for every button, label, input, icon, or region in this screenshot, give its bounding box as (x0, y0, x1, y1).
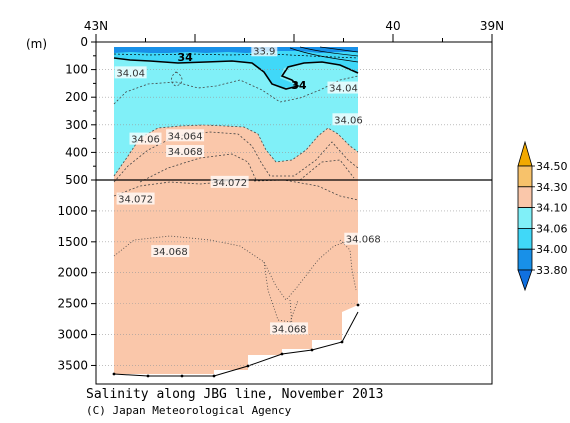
station-marker (112, 372, 116, 376)
y-tick-label: 200 (65, 90, 88, 104)
station-marker (246, 364, 250, 368)
station-marker (356, 303, 360, 307)
legend-label: 34.30 (536, 181, 568, 194)
contour-label: 34.064 (168, 131, 203, 142)
contour-label-bg (129, 132, 162, 145)
legend-swatch (517, 186, 533, 209)
y-tick-label: 400 (65, 145, 88, 159)
contour-34-00 (113, 57, 359, 90)
legend-label: 34.00 (536, 243, 568, 256)
legend-label: 34.10 (536, 202, 568, 215)
contour-label-bg (270, 322, 309, 335)
contour-label-bg (114, 66, 147, 79)
x-tick-label: 43N (84, 19, 108, 33)
contour-label: 34.068 (153, 247, 188, 258)
contour-label: 34.04 (116, 68, 145, 79)
contour-lines (113, 46, 359, 326)
section-fill (114, 47, 358, 374)
contour-34-068 (139, 153, 355, 183)
station-marker (310, 348, 314, 352)
copyright-notice: (C) Japan Meteorological Agency (86, 404, 292, 417)
y-axis: 0 100 200 300 400 500 1000 1500 2000 2500 3000 3500 (57, 35, 96, 372)
contour-34-068-deep (113, 235, 353, 301)
y-tick-label: 1000 (57, 204, 88, 218)
y-tick-label: 2500 (57, 297, 88, 311)
contour-label: 34.04 (329, 84, 358, 95)
contour-labels: 33.9 34 34.04 34 34.04 34.06 34.06 34.064 34.068… (114, 44, 383, 335)
region-salinity-below-33-80 (114, 47, 358, 53)
grid-lines (96, 69, 492, 366)
contour-34-068-deep-b (263, 261, 299, 326)
contour-label: 34 (291, 79, 307, 92)
contour-34-064 (113, 131, 359, 183)
contour-deep-right (339, 239, 357, 291)
color-legend: 34.50 34.30 34.10 34.06 34.00 33.80 (517, 140, 568, 292)
legend-label: 34.50 (536, 160, 568, 173)
y-tick-label: 500 (65, 173, 88, 187)
y-tick-label: 1500 (57, 235, 88, 249)
contour-label: 34.06 (334, 115, 363, 126)
legend-label: 34.06 (536, 222, 568, 235)
contour-label: 34.068 (272, 324, 307, 335)
contour-33-90-b (289, 46, 359, 63)
chart-title: Salinity along JBG line, November 2013 (86, 387, 384, 402)
y-tick-label: 300 (65, 118, 88, 132)
region-salinity-34-00-34-06 (114, 47, 358, 176)
contour-label-bg (210, 175, 249, 188)
x-axis: 43N 40 39N (84, 19, 504, 42)
y-tick-label: 3500 (57, 358, 88, 372)
x-tick-label: 40 (385, 19, 400, 33)
contour-label: 34.072 (212, 178, 247, 189)
contour-34-04 (113, 75, 359, 105)
y-axis-unit: (m) (26, 37, 47, 51)
contour-label: 34.068 (168, 147, 203, 158)
y-tick-label: 100 (65, 63, 88, 77)
legend-top-triangle (517, 140, 533, 167)
y-tick-label: 2000 (57, 266, 88, 280)
legend-swatch (517, 165, 533, 188)
station-marker (146, 374, 150, 378)
y-tick-label: 3000 (57, 328, 88, 342)
contour-label: 34.06 (131, 135, 160, 146)
contour-label-bg (327, 81, 360, 94)
station-marker (180, 374, 184, 378)
station-marker (340, 340, 344, 344)
y-tick-label: 0 (80, 35, 88, 49)
legend-swatch (517, 207, 533, 229)
contour-label: 34 (177, 51, 193, 64)
contour-label-bg (166, 129, 205, 142)
station-marker (280, 352, 284, 356)
contour-label-bg (166, 145, 205, 158)
legend-label: 33.80 (536, 264, 568, 277)
legend-swatch (517, 248, 533, 271)
contour-label: 34.072 (118, 195, 153, 206)
legend-bottom-triangle (517, 269, 533, 292)
station-markers (112, 303, 360, 378)
legend-swatch (517, 227, 533, 250)
station-marker (212, 374, 216, 378)
contour-label-bg (344, 232, 383, 245)
contour-33-90 (113, 53, 359, 59)
contour-label-bg (251, 44, 278, 57)
contour-label: 33.9 (253, 46, 275, 57)
x-tick-label: 39N (480, 19, 504, 33)
region-salinity-33-80-34-00 (114, 47, 358, 88)
contour-label-bg (151, 245, 190, 258)
contour-label: 34.068 (346, 235, 381, 246)
contour-label-bg (332, 113, 365, 126)
contour-34-06 (113, 124, 359, 177)
contour-label-bg (116, 192, 155, 205)
